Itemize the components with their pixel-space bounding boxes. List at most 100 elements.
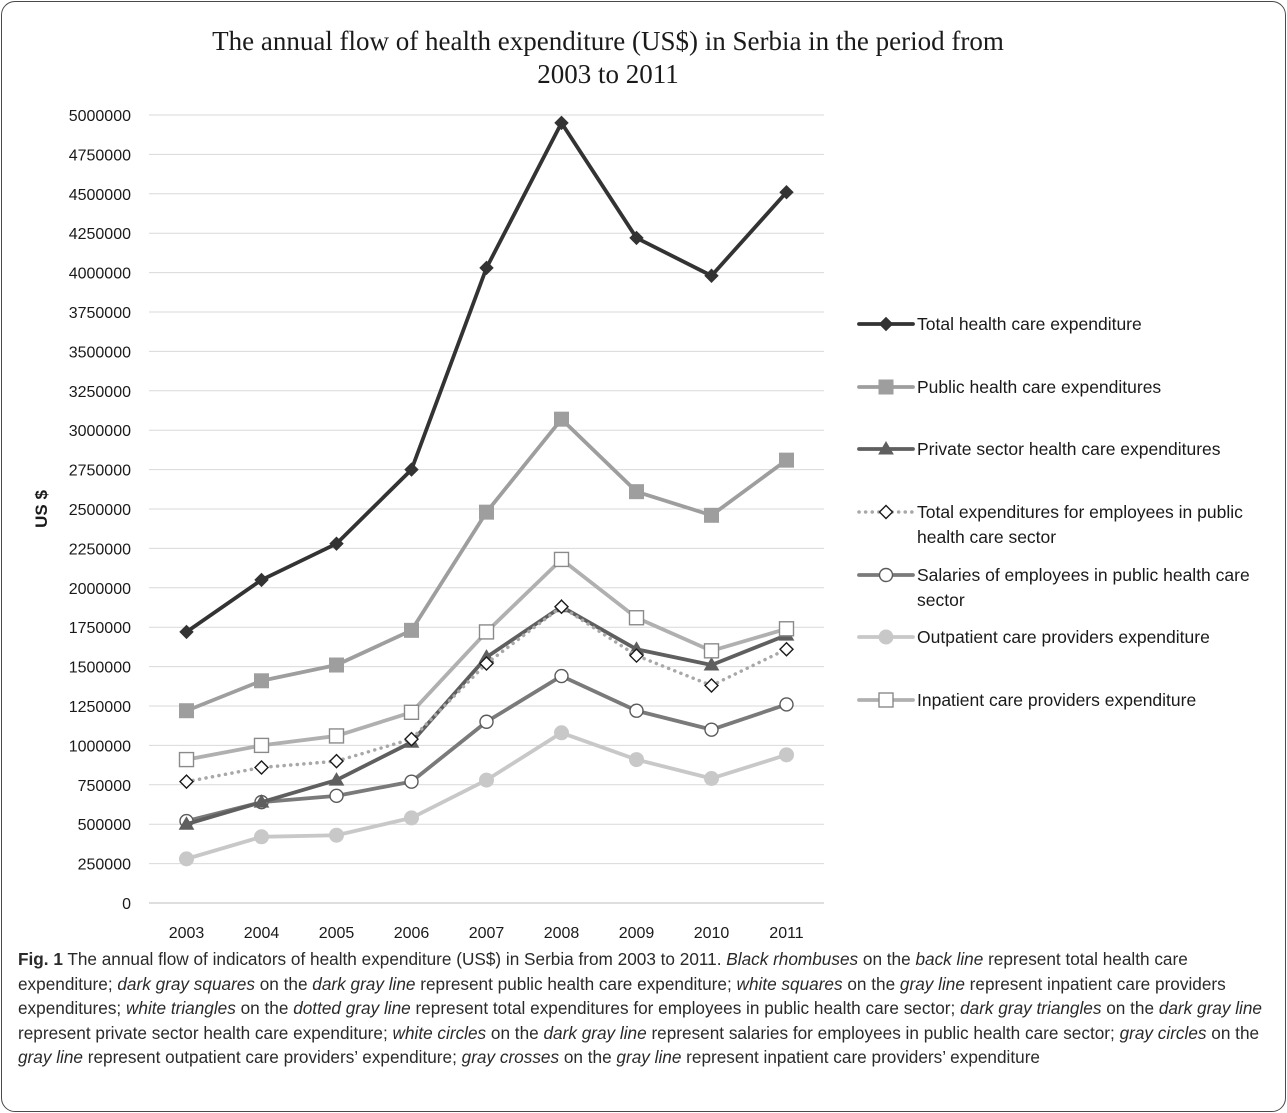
caption-text: The annual flow of indicators of health …: [18, 949, 1262, 1067]
x-tick-label: 2006: [394, 925, 430, 942]
y-tick-label: 250000: [78, 857, 131, 874]
caption-fragment: dark gray triangles: [960, 998, 1102, 1018]
caption-fragment: on the: [486, 1022, 544, 1043]
y-axis-label: US $: [32, 490, 51, 528]
caption-fragment: gray line: [18, 1047, 83, 1067]
caption-fragment: white circles: [392, 1022, 487, 1043]
legend-label: sector: [917, 590, 965, 610]
legend-label: Total expenditures for employees in publ…: [917, 502, 1243, 522]
data-point: [179, 774, 194, 790]
x-tick-label: 2004: [244, 925, 280, 942]
legend-swatch-marker: [878, 504, 894, 520]
legend-label: Salaries of employees in public health c…: [917, 565, 1250, 585]
data-point: [479, 504, 494, 520]
caption-fragment: dark gray line: [543, 1022, 647, 1043]
caption-fragment: on the: [1101, 998, 1159, 1018]
data-point: [253, 737, 270, 754]
caption-fragment: dotted gray line: [293, 998, 411, 1018]
x-tick-label: 2011: [769, 925, 804, 942]
caption-fragment: dark gray squares: [117, 973, 255, 994]
legend-label: Inpatient care providers expenditure: [917, 690, 1196, 710]
data-point: [403, 704, 420, 721]
caption-fragment: dark gray line: [312, 973, 416, 994]
legend-entry: Outpatient care providers expenditure: [857, 627, 1210, 647]
data-point: [479, 714, 494, 729]
y-tick-label: 1000000: [69, 738, 131, 755]
caption-label: Fig. 1: [18, 949, 63, 969]
x-tick-label: 2005: [319, 925, 355, 942]
legend-label: Outpatient care providers expenditure: [917, 627, 1210, 647]
caption-fragment: represent total expenditures for employe…: [410, 998, 961, 1018]
caption-fragment: The annual flow of indicators of health …: [62, 949, 727, 969]
legend-swatch-marker: [878, 379, 894, 395]
data-point: [404, 731, 419, 747]
series-0: [179, 115, 794, 640]
data-point: [179, 703, 194, 719]
caption-fragment: on the: [1206, 1022, 1260, 1043]
data-point: [703, 643, 720, 659]
y-tick-label: 4000000: [69, 266, 131, 283]
data-point: [628, 610, 645, 626]
data-point: [704, 678, 719, 694]
data-point: [329, 827, 344, 843]
data-point: [629, 752, 644, 768]
legend-swatch-marker: [878, 692, 894, 708]
legend-entry: Salaries of employees in public health c…: [857, 565, 1250, 610]
y-axis-title: US $: [32, 490, 51, 528]
caption-fragment: gray line: [616, 1047, 682, 1067]
y-tick-label: 2000000: [69, 581, 131, 598]
caption-fragment: Black rhombuses: [726, 949, 859, 969]
data-point: [479, 260, 494, 276]
caption-fragment: represent public health care expenditure…: [415, 973, 737, 994]
data-point: [704, 507, 719, 523]
data-point: [329, 536, 344, 551]
data-point: [554, 599, 569, 615]
caption-fragment: dark gray line: [1158, 998, 1262, 1018]
y-axis-ticks: 0 250000 500000 750000 1000000 1250000 1500000…: [69, 108, 131, 913]
caption-fragment: white triangles: [125, 998, 236, 1018]
data-point: [254, 673, 269, 689]
line-chart: The annual flow of health expenditure (U…: [32, 26, 1250, 942]
data-point: [479, 655, 494, 671]
data-point: [779, 747, 794, 763]
x-tick-label: 2003: [169, 925, 205, 942]
y-tick-label: 4500000: [69, 187, 131, 204]
y-tick-label: 3000000: [69, 423, 131, 440]
caption-fragment: on the: [254, 973, 313, 994]
series-6: [178, 551, 795, 768]
x-tick-label: 2008: [544, 925, 580, 942]
y-tick-label: 5000000: [69, 108, 131, 125]
y-tick-label: 750000: [78, 778, 131, 795]
x-tick-label: 2010: [694, 925, 730, 942]
data-point: [328, 728, 345, 744]
y-tick-label: 1500000: [69, 660, 131, 677]
y-tick-label: 0: [122, 896, 131, 913]
y-tick-label: 500000: [78, 817, 131, 834]
data-point: [329, 788, 344, 804]
data-point: [553, 551, 570, 568]
data-point: [629, 230, 644, 246]
chart-title-line: The annual flow of health expenditure (U…: [212, 26, 1004, 56]
y-tick-label: 1750000: [69, 620, 131, 637]
series-3: [179, 599, 794, 790]
series-line: [184, 120, 789, 634]
caption-fragment: represent outpatient care providers’ exp…: [82, 1047, 462, 1067]
data-point: [703, 657, 720, 671]
caption-fragment: represent private sector health care exp…: [18, 1022, 393, 1043]
legend-label: Public health care expenditures: [917, 377, 1161, 397]
caption-fragment: white squares: [736, 973, 843, 994]
caption-fragment: represent inpatient care providers expen…: [18, 973, 1226, 1019]
y-tick-label: 2750000: [69, 463, 131, 480]
caption-fragment: on the: [842, 973, 900, 994]
data-point: [704, 722, 719, 737]
caption-fragment: back line: [915, 949, 984, 969]
data-point: [404, 622, 419, 638]
series-4: [179, 668, 794, 829]
data-point: [178, 816, 195, 830]
y-tick-label: 3750000: [69, 305, 131, 322]
chart-title-line: 2003 to 2011: [537, 59, 679, 89]
y-tick-label: 4250000: [69, 226, 131, 243]
data-point: [179, 624, 194, 640]
data-point: [554, 115, 569, 131]
data-point: [254, 572, 269, 588]
